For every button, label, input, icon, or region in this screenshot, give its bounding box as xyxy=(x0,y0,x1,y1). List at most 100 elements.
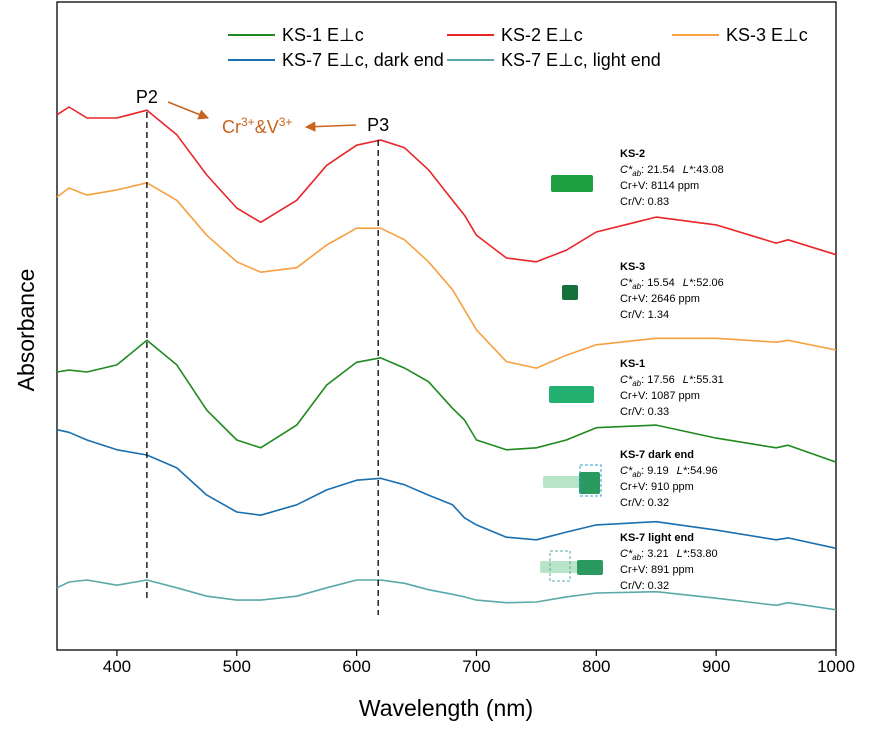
sample-crv: Cr+V: 1087 ppm xyxy=(620,390,700,402)
crystal-image xyxy=(551,175,593,192)
label: C* xyxy=(620,164,633,176)
label: L* xyxy=(683,164,694,176)
value: 0.32 xyxy=(648,497,669,509)
label: : xyxy=(642,309,645,321)
label: L* xyxy=(683,374,694,386)
label-sub: ab xyxy=(632,470,641,479)
x-tick-label: 500 xyxy=(223,657,251,676)
value: 891 ppm xyxy=(651,564,694,576)
legend-label: KS-7 E⊥c, light end xyxy=(501,50,661,70)
x-tick-label: 900 xyxy=(702,657,730,676)
label: : xyxy=(693,374,696,386)
label: : xyxy=(641,465,644,477)
arrow xyxy=(304,121,357,132)
label: Cr/V xyxy=(620,196,643,208)
label: : xyxy=(645,293,648,305)
label: L* xyxy=(683,277,694,289)
y-axis-label: Absorbance xyxy=(13,269,39,392)
value: 3.21 xyxy=(647,548,668,560)
value: 21.54 xyxy=(647,164,675,176)
value: 0.32 xyxy=(648,580,669,592)
sample-crv: Cr+V: 8114 ppm xyxy=(620,180,699,192)
sample-color: C*ab: 17.56 L*:55.31 xyxy=(620,374,724,388)
crystal-image xyxy=(543,476,583,488)
label: : xyxy=(641,164,644,176)
selection-box xyxy=(549,550,571,582)
label: C* xyxy=(620,548,633,560)
label: : xyxy=(641,374,644,386)
sample-ratio: Cr/V: 1.34 xyxy=(620,309,669,321)
sample-color: C*ab: 21.54 L*:43.08 xyxy=(620,164,724,178)
label: Cr+V xyxy=(620,481,646,493)
x-tick-label: 400 xyxy=(103,657,131,676)
label-sub: ab xyxy=(632,282,641,291)
sample-crv: Cr+V: 910 ppm xyxy=(620,481,694,493)
legend-label: KS-3 E⊥c xyxy=(726,25,808,45)
superscript: 3+ xyxy=(279,115,293,129)
label: Cr+V xyxy=(620,180,646,192)
label: Cr+V xyxy=(620,293,646,305)
value: 910 ppm xyxy=(651,481,694,493)
crystal-image xyxy=(549,386,594,403)
label: Cr/V xyxy=(620,406,643,418)
peak-label: P3 xyxy=(367,115,389,135)
legend-label: KS-7 E⊥c, dark end xyxy=(282,50,444,70)
x-axis-label: Wavelength (nm) xyxy=(359,695,533,721)
value: 53.80 xyxy=(690,548,718,560)
arrow xyxy=(167,101,209,120)
value: 0.83 xyxy=(648,196,669,208)
legend-label: KS-1 E⊥c xyxy=(282,25,364,45)
label: : xyxy=(693,277,696,289)
value: 0.33 xyxy=(648,406,669,418)
label-sub: ab xyxy=(632,553,641,562)
sample-ratio: Cr/V: 0.33 xyxy=(620,406,669,418)
spectrum-line xyxy=(56,182,837,369)
sample-name: KS-1 xyxy=(620,358,645,370)
label: Cr/V xyxy=(620,309,643,321)
x-tick-label: 700 xyxy=(462,657,490,676)
value: 52.06 xyxy=(696,277,724,289)
spectrum-line xyxy=(56,106,837,263)
label: C* xyxy=(620,465,633,477)
value: 15.54 xyxy=(647,277,675,289)
label: Cr+V xyxy=(620,390,646,402)
crystal-image xyxy=(562,285,578,300)
spectrum-line xyxy=(56,339,837,463)
value: 17.56 xyxy=(647,374,675,386)
value: 1087 ppm xyxy=(651,390,700,402)
value: 54.96 xyxy=(690,465,718,477)
sample-color: C*ab: 3.21 L*:53.80 xyxy=(620,548,718,562)
sample-ratio: Cr/V: 0.83 xyxy=(620,196,669,208)
legend-label: KS-2 E⊥c xyxy=(501,25,583,45)
sample-name: KS-7 dark end xyxy=(620,449,694,461)
plot-frame xyxy=(56,1,837,651)
sample-name: KS-3 xyxy=(620,261,645,273)
label: : xyxy=(642,406,645,418)
label-sub: ab xyxy=(632,379,641,388)
label: : xyxy=(645,481,648,493)
label: : xyxy=(687,465,690,477)
label: : xyxy=(641,548,644,560)
spectrum-line xyxy=(56,579,837,611)
label: : xyxy=(645,180,648,192)
label: : xyxy=(645,564,648,576)
value: 8114 ppm xyxy=(651,180,699,192)
label: : xyxy=(642,196,645,208)
x-tick-label: 800 xyxy=(582,657,610,676)
label: : xyxy=(641,277,644,289)
value: 55.31 xyxy=(696,374,724,386)
x-tick-label: 1000 xyxy=(817,657,855,676)
crystal-image xyxy=(540,561,578,573)
sample-color: C*ab: 15.54 L*:52.06 xyxy=(620,277,724,291)
label: : xyxy=(645,390,648,402)
value: 9.19 xyxy=(647,465,668,477)
spectrum-line xyxy=(56,428,837,550)
label: : xyxy=(642,497,645,509)
sample-crv: Cr+V: 2646 ppm xyxy=(620,293,700,305)
value: 2646 ppm xyxy=(651,293,700,305)
value: 1.34 xyxy=(648,309,669,321)
label: C* xyxy=(620,277,633,289)
crystal-image xyxy=(577,560,603,575)
label: Cr/V xyxy=(620,580,643,592)
